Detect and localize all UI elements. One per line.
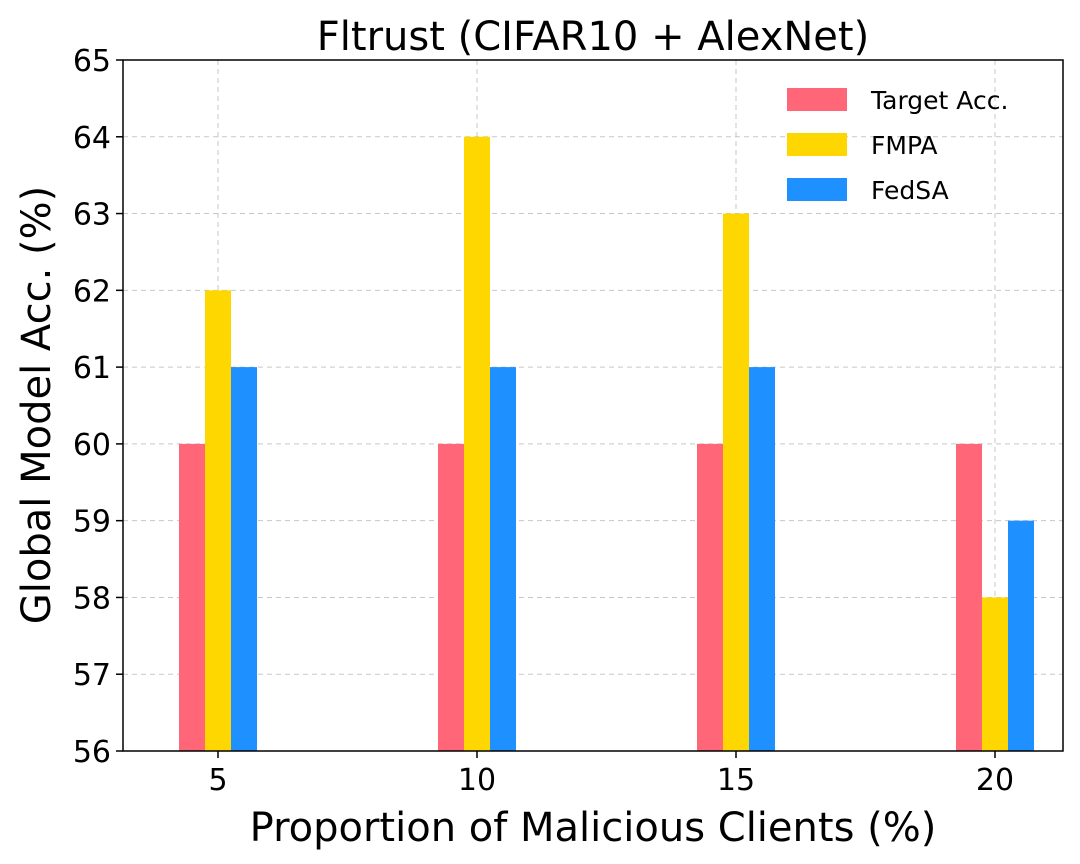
y-tick-label: 62 xyxy=(73,274,111,309)
axis-ticks: 56 57 58 59 60 61 62 63 64 65 5 10 15 20 xyxy=(73,44,1014,798)
legend: Target Acc. FMPA FedSA xyxy=(787,86,1008,205)
legend-label: FedSA xyxy=(871,176,949,205)
x-tick-label: 5 xyxy=(208,763,227,798)
y-tick-label: 57 xyxy=(73,658,111,693)
y-tick-label: 60 xyxy=(73,428,111,463)
legend-label: FMPA xyxy=(871,131,938,160)
bar-fmpa-20 xyxy=(982,597,1008,751)
bar-fedsa-10 xyxy=(490,367,516,751)
x-tick-label: 15 xyxy=(717,763,755,798)
legend-swatch xyxy=(787,133,847,156)
y-axis-label: Global Model Acc. (%) xyxy=(14,186,60,624)
bar-fedsa-15 xyxy=(749,367,775,751)
bar-fedsa-5 xyxy=(231,367,257,751)
y-tick-label: 59 xyxy=(73,505,111,540)
legend-swatch xyxy=(787,88,847,111)
legend-swatch xyxy=(787,178,847,201)
x-axis-label: Proportion of Malicious Clients (%) xyxy=(250,805,937,851)
y-tick-label: 61 xyxy=(73,351,111,386)
bar-target-acc-15 xyxy=(697,443,723,751)
bar-fmpa-15 xyxy=(723,213,749,752)
chart-title: Fltrust (CIFAR10 + AlexNet) xyxy=(317,14,869,60)
y-tick-label: 65 xyxy=(73,44,111,79)
bar-fmpa-10 xyxy=(464,136,490,751)
bar-target-acc-10 xyxy=(438,443,464,751)
y-tick-label: 63 xyxy=(73,198,111,233)
y-tick-label: 64 xyxy=(73,121,111,156)
bar-target-acc-5 xyxy=(179,443,205,751)
y-tick-label: 56 xyxy=(73,735,111,770)
x-tick-label: 10 xyxy=(458,763,496,798)
plot-frame xyxy=(122,59,1064,752)
x-tick-label: 20 xyxy=(976,763,1014,798)
bar-fmpa-5 xyxy=(205,290,231,751)
legend-label: Target Acc. xyxy=(870,86,1008,115)
bars xyxy=(179,136,1034,752)
bar-fedsa-20 xyxy=(1008,520,1034,751)
grid-lines xyxy=(123,59,1063,752)
y-tick-label: 58 xyxy=(73,581,111,616)
bar-target-acc-20 xyxy=(956,443,982,751)
